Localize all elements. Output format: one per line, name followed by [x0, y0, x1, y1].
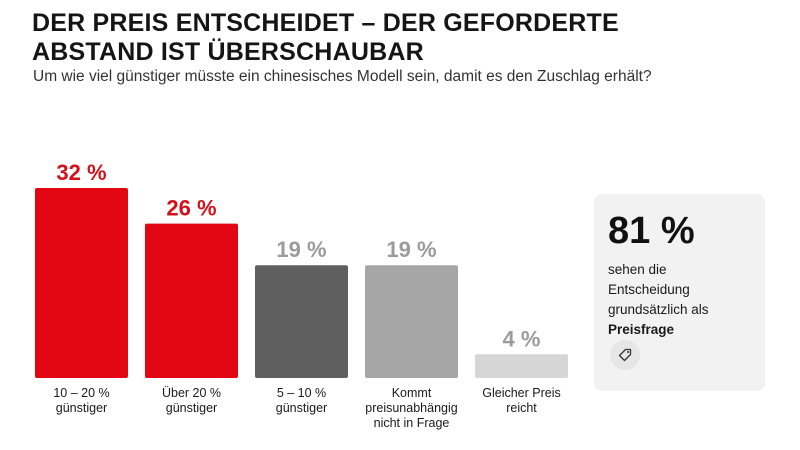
category-label-line: günstiger [55, 401, 108, 415]
info-card: 81 % sehen die Entscheidung grundsätzlic… [594, 194, 765, 391]
title-line-2: ABSTAND IST ÜBERSCHAUBAR [32, 38, 424, 66]
category-label-line: preisunabhängig [365, 401, 458, 415]
title-line-1: DER PREIS ENTSCHEIDET – DER GEFORDERTE [32, 9, 619, 37]
value-label-4: 19 % [386, 237, 436, 262]
category-label-line: nicht in Frage [373, 416, 450, 430]
card-text: sehen die Entscheidung grundsätzlich als… [608, 260, 758, 340]
category-label-line: Über 20 % [161, 386, 222, 400]
bar-3 [255, 265, 348, 378]
category-label-3: 5 – 10 % günstiger [247, 386, 356, 416]
category-label-line: Kommt [391, 386, 432, 400]
category-label-2: Über 20 % günstiger [137, 386, 246, 416]
card-text-line-2: Entscheidung [608, 282, 690, 297]
card-value: 81 % [608, 210, 695, 252]
card-text-line-1: sehen die [608, 262, 667, 277]
card-bold-text: Preisfrage [608, 322, 675, 337]
bar-4 [365, 265, 458, 378]
bar-1 [35, 188, 128, 378]
category-label-1: 10 – 20 % günstiger [27, 386, 136, 416]
category-label-5: Gleicher Preis reicht [467, 386, 576, 416]
category-label-4: Kommt preisunabhängig nicht in Frage [357, 386, 466, 431]
bar-2 [145, 223, 238, 378]
chart-title: DER PREIS ENTSCHEIDET – DER GEFORDERTE A… [32, 9, 732, 67]
category-label-line: 10 – 20 % [53, 386, 110, 400]
category-label-line: reicht [506, 401, 537, 415]
price-tag-icon [610, 340, 640, 370]
category-label-line: 5 – 10 % [276, 386, 327, 400]
chart-subtitle: Um wie viel günstiger müsste ein chinesi… [33, 68, 652, 85]
category-label-line: Gleicher Preis [482, 386, 561, 400]
bar-chart: 32 % 26 % 19 % 19 % 4 % [35, 160, 568, 378]
value-label-3: 19 % [276, 237, 326, 262]
bar-5 [475, 354, 568, 378]
value-label-1: 32 % [56, 160, 106, 185]
value-label-2: 26 % [166, 196, 216, 221]
value-label-5: 4 % [503, 326, 541, 351]
card-text-line-3: grundsätzlich als [608, 302, 709, 317]
category-label-line: günstiger [275, 401, 328, 415]
category-label-line: günstiger [165, 401, 218, 415]
